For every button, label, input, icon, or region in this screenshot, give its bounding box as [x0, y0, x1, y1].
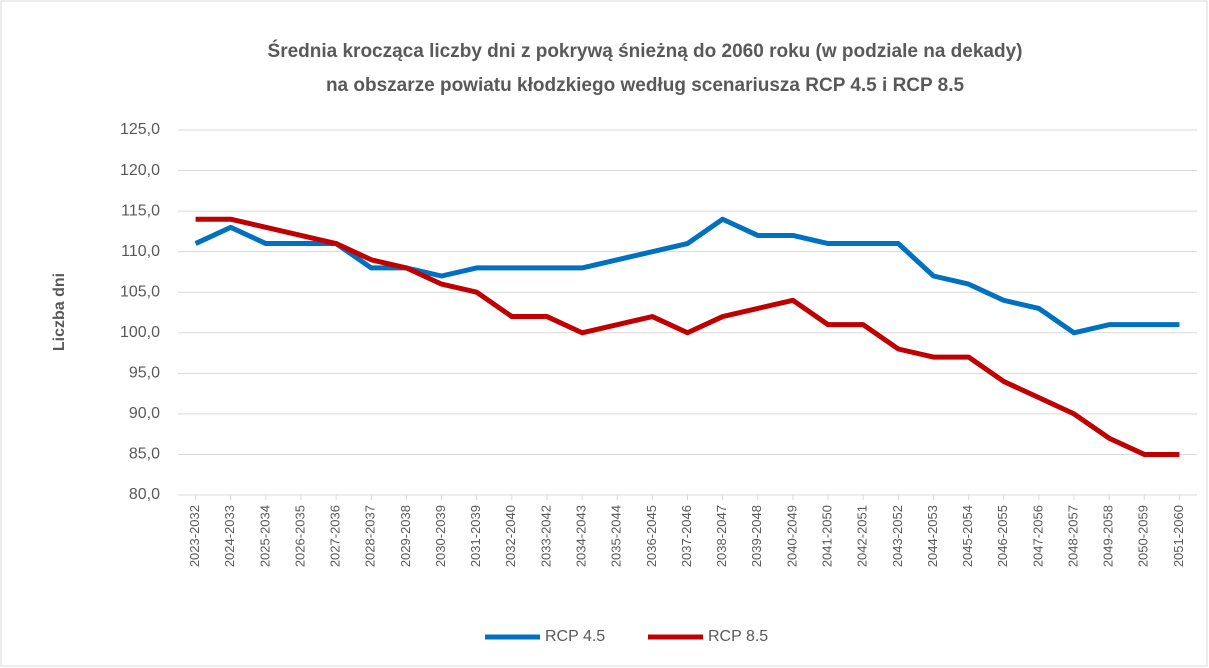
y-tick-label: 95,0	[129, 365, 160, 382]
x-tick-label: 2034-2043	[574, 505, 589, 567]
y-tick-label: 110,0	[121, 243, 160, 260]
x-tick-label: 2029-2038	[398, 505, 413, 567]
legend-label: RCP 8.5	[708, 628, 768, 645]
chart-title: Średnia krocząca liczby dni z pokrywą śn…	[268, 40, 1023, 62]
series-line	[194, 216, 1180, 336]
x-tick-label: 2041-2050	[819, 505, 834, 567]
x-tick-label: 2031-2039	[468, 505, 483, 567]
y-tick-label: 105,0	[120, 283, 160, 300]
x-tick-label: 2026-2035	[292, 505, 307, 567]
y-axis-label: Liczba dni	[51, 273, 68, 351]
series-line	[195, 216, 1180, 457]
x-tick-label: 2027-2036	[328, 505, 343, 567]
x-tick-label: 2049-2058	[1101, 505, 1116, 567]
legend-label: RCP 4.5	[545, 628, 605, 645]
x-tick-label: 2033-2042	[538, 505, 553, 567]
y-tick-label: 125,0	[120, 121, 160, 138]
x-tick-label: 2024-2033	[222, 505, 237, 567]
x-tick-label: 2045-2054	[960, 505, 975, 567]
x-tick-label: 2044-2053	[925, 505, 940, 567]
x-tick-label: 2040-2049	[784, 505, 799, 567]
x-tick-label: 2051-2060	[1171, 505, 1186, 567]
x-tick-label: 2025-2034	[257, 505, 272, 567]
x-tick-label: 2035-2044	[609, 505, 624, 567]
x-tick-label: 2028-2037	[363, 505, 378, 567]
x-tick-label: 2030-2039	[433, 505, 448, 567]
x-tick-label: 2039-2048	[749, 505, 764, 567]
x-tick-label: 2048-2057	[1065, 505, 1080, 567]
x-tick-label: 2042-2051	[855, 505, 870, 567]
x-tick-label: 2032-2040	[503, 505, 518, 567]
x-tick-label: 2037-2046	[679, 505, 694, 567]
x-tick-label: 2046-2055	[995, 505, 1010, 567]
x-tick-label: 2050-2059	[1136, 505, 1151, 567]
y-tick-label: 120,0	[120, 162, 160, 179]
y-tick-label: 100,0	[120, 324, 160, 341]
x-tick-label: 2023-2032	[187, 505, 202, 567]
x-tick-label: 2036-2045	[644, 505, 659, 567]
x-tick-label: 2047-2056	[1030, 505, 1045, 567]
y-tick-label: 85,0	[129, 446, 160, 463]
x-tick-label: 2038-2047	[714, 505, 729, 567]
chart-title: na obszarze powiatu kłodzkiego według sc…	[326, 75, 965, 96]
x-tick-label: 2043-2052	[890, 505, 905, 567]
y-tick-label: 80,0	[129, 486, 160, 503]
y-tick-label: 115,0	[121, 202, 160, 219]
y-tick-label: 90,0	[129, 405, 160, 422]
